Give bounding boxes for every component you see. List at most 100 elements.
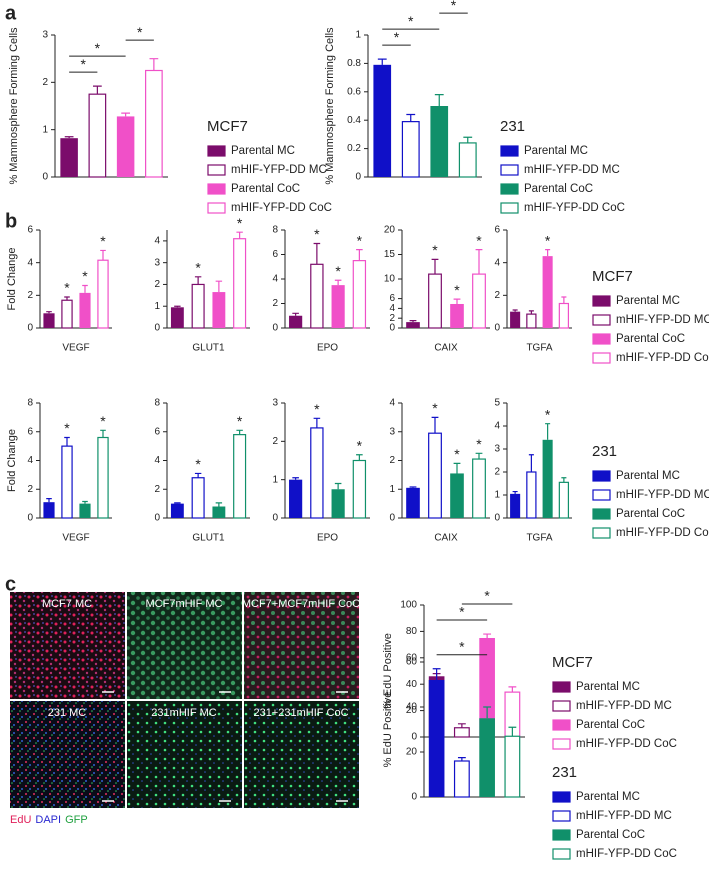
bar xyxy=(428,273,442,329)
significance-star: * xyxy=(64,420,70,436)
bar xyxy=(453,760,470,798)
y-tick-label: 0.6 xyxy=(347,86,361,97)
bar xyxy=(406,322,420,328)
microscopy-image xyxy=(127,592,242,699)
error-bar xyxy=(475,452,483,460)
legend-swatch xyxy=(207,183,226,195)
error-bar xyxy=(475,249,483,275)
bar xyxy=(510,493,521,518)
error-bar xyxy=(236,231,243,239)
y-tick-label: 3 xyxy=(42,30,48,41)
y-tick-label: 20 xyxy=(406,705,418,716)
error-bar xyxy=(64,296,70,301)
significance-star: * xyxy=(476,232,482,248)
y-tick-label: 20 xyxy=(384,225,396,236)
legend-swatch xyxy=(552,738,571,750)
y-tick-label: 8 xyxy=(27,398,33,409)
bar xyxy=(450,303,464,328)
y-axis-label: Fold Change xyxy=(6,429,18,492)
x-axis-label: EPO xyxy=(317,343,338,354)
channel-label: DAPI xyxy=(35,814,61,826)
y-tick-label: 1 xyxy=(389,484,395,495)
y-axis-label: % Mammosphere Forming Cells xyxy=(8,27,20,185)
legend-label: mHIF-YFP-DD CoC xyxy=(616,352,709,364)
bar xyxy=(116,116,135,177)
y-tick-label: 3 xyxy=(389,426,395,437)
image-label: 231 MC xyxy=(48,707,87,719)
y-tick-label: 0 xyxy=(355,172,361,183)
significance-star: * xyxy=(314,401,320,417)
microscopy-image xyxy=(244,701,359,808)
legend-swatch xyxy=(500,202,519,214)
error-bar xyxy=(453,462,461,474)
significance-star: * xyxy=(100,233,106,249)
legend-swatch xyxy=(207,202,226,214)
channel-label: GFP xyxy=(65,814,88,826)
x-axis-label: EPO xyxy=(317,533,338,544)
bar xyxy=(450,473,464,518)
y-tick-label: 2 xyxy=(272,436,278,447)
bar xyxy=(430,106,449,177)
legend-label: Parental MC xyxy=(576,791,640,803)
y-tick-label: 1 xyxy=(272,474,278,485)
image-label: 231+231mHIF CoC xyxy=(253,707,348,719)
y-tick-label: 2 xyxy=(494,290,500,301)
error-bar xyxy=(406,113,416,122)
bar xyxy=(542,256,553,328)
bar xyxy=(458,142,477,178)
y-tick-label: 0 xyxy=(494,513,500,524)
y-axis-label: % Mammosphere Forming Cells xyxy=(324,27,336,185)
y-tick-label: 0.4 xyxy=(347,115,361,126)
significance-star: * xyxy=(357,437,363,453)
y-tick-label: 6 xyxy=(389,293,395,304)
y-tick-label: 4 xyxy=(272,274,278,285)
legend-title: MCF7 xyxy=(207,118,248,135)
x-axis-label: VEGF xyxy=(62,533,89,544)
significance-star: * xyxy=(314,226,320,242)
x-axis-label: TGFA xyxy=(526,533,552,544)
significance-star: * xyxy=(81,56,87,72)
microscopy-image xyxy=(10,592,125,699)
significance-star: * xyxy=(394,29,400,45)
bar xyxy=(352,459,367,519)
bar xyxy=(233,238,247,329)
legend-label: mHIF-YFP-DD CoC xyxy=(616,527,709,539)
image-label: MCF7 MC xyxy=(42,598,92,610)
error-bar xyxy=(92,85,102,95)
x-axis-label: GLUT1 xyxy=(192,533,225,544)
legend-swatch xyxy=(592,295,611,307)
y-tick-label: 2 xyxy=(389,455,395,466)
legend-title: MCF7 xyxy=(552,654,593,671)
bar xyxy=(88,93,107,178)
y-axis-label: Fold Change xyxy=(6,248,18,311)
error-bar xyxy=(194,472,202,478)
error-bar xyxy=(121,112,131,117)
y-tick-label: 1 xyxy=(355,30,361,41)
legend-title: 231 xyxy=(500,118,525,135)
error-bar xyxy=(561,477,567,483)
bar xyxy=(60,138,78,177)
error-bar xyxy=(215,502,223,507)
y-tick-label: 4 xyxy=(27,257,33,268)
bar xyxy=(331,489,345,518)
bar xyxy=(79,292,91,328)
y-tick-label: 6 xyxy=(272,249,278,260)
error-bar xyxy=(453,298,461,304)
y-axis-label: % EdU Positive xyxy=(382,692,394,768)
panel-label: a xyxy=(5,2,17,24)
y-tick-label: 4 xyxy=(27,455,33,466)
y-tick-label: 2 xyxy=(27,290,33,301)
legend-label: mHIF-YFP-DD MC xyxy=(524,164,620,176)
y-tick-label: 5 xyxy=(494,398,500,409)
bar xyxy=(212,292,226,328)
legend-swatch xyxy=(207,164,226,176)
bar xyxy=(479,638,495,737)
y-tick-label: 0 xyxy=(154,513,160,524)
bar xyxy=(542,439,553,518)
error-bar xyxy=(432,668,441,680)
significance-star: * xyxy=(545,232,551,248)
y-tick-label: 6 xyxy=(154,426,160,437)
y-tick-label: 60 xyxy=(406,657,418,668)
bar xyxy=(310,427,324,519)
y-tick-label: 4 xyxy=(389,398,395,409)
